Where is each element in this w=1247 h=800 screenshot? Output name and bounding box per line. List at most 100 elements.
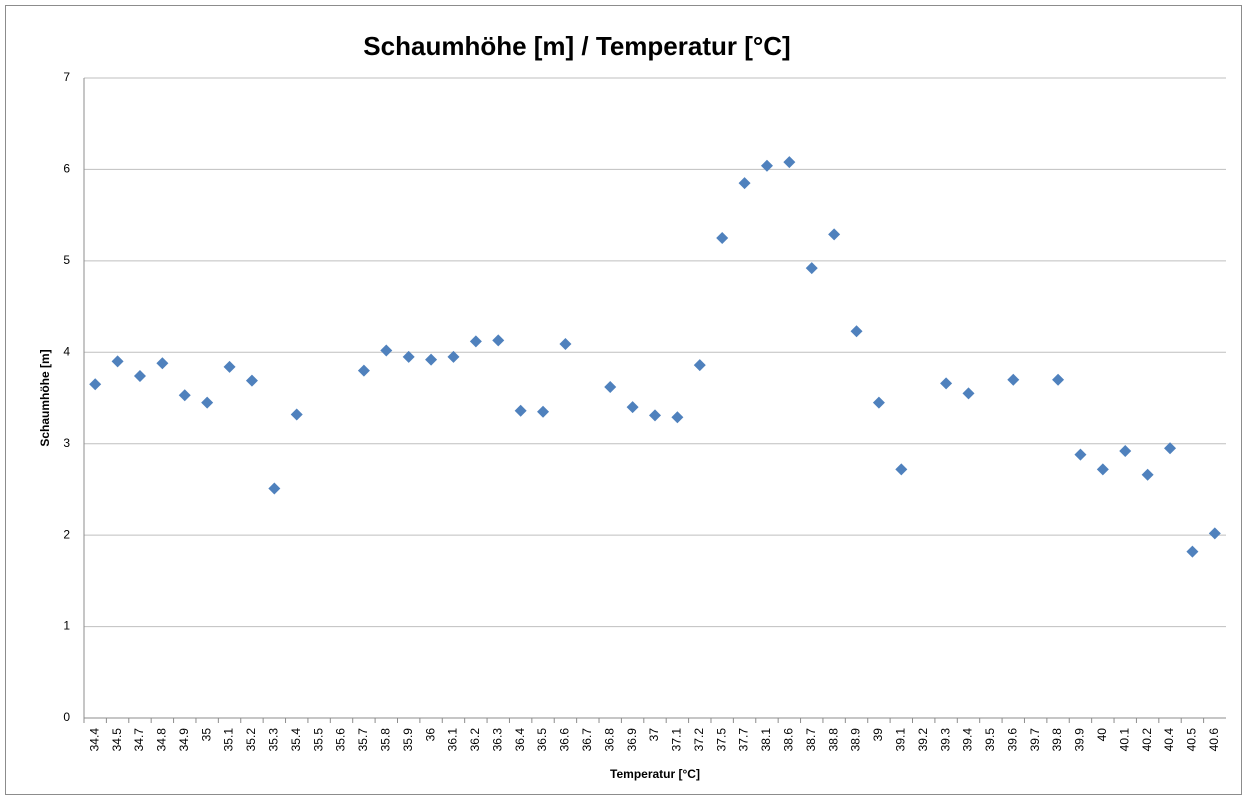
x-tick-label: 39.2 bbox=[916, 728, 930, 752]
x-tick-label: 40 bbox=[1095, 728, 1109, 742]
y-tick-label: 0 bbox=[63, 710, 70, 724]
data-point bbox=[514, 404, 527, 417]
x-tick-label: 40.1 bbox=[1117, 728, 1131, 752]
data-point bbox=[223, 360, 236, 373]
x-tick-label: 36.8 bbox=[602, 728, 616, 752]
x-tick-label: 39.6 bbox=[1005, 728, 1019, 752]
x-tick-label: 39.1 bbox=[893, 728, 907, 752]
x-tick-label: 37.5 bbox=[714, 728, 728, 752]
data-point bbox=[245, 374, 258, 387]
x-tick-label: 40.2 bbox=[1140, 728, 1154, 752]
x-tick-label: 36.9 bbox=[625, 728, 639, 752]
data-point bbox=[268, 482, 281, 495]
x-tick-label: 40.6 bbox=[1207, 728, 1221, 752]
x-tick-label: 35.5 bbox=[311, 728, 325, 752]
data-point bbox=[1007, 373, 1020, 386]
data-point bbox=[201, 396, 214, 409]
data-point bbox=[649, 409, 661, 422]
x-tick-label: 36.1 bbox=[446, 728, 460, 752]
data-point bbox=[1141, 468, 1154, 481]
data-point bbox=[604, 381, 617, 394]
data-point bbox=[1052, 373, 1065, 386]
data-point bbox=[156, 357, 169, 370]
x-tick-label: 35.3 bbox=[267, 728, 281, 752]
data-point bbox=[895, 463, 908, 476]
x-tick-label: 35.1 bbox=[222, 728, 236, 752]
x-tick-label: 38.6 bbox=[782, 728, 796, 752]
x-tick-label: 36 bbox=[423, 728, 437, 742]
data-point bbox=[738, 177, 751, 190]
x-tick-label: 36.7 bbox=[580, 728, 594, 752]
y-tick-label: 6 bbox=[63, 162, 70, 176]
data-point bbox=[1074, 448, 1087, 461]
data-point bbox=[1208, 527, 1221, 540]
x-tick-label: 35.8 bbox=[378, 728, 392, 752]
x-tick-label: 38.7 bbox=[804, 728, 818, 752]
data-point bbox=[805, 262, 818, 275]
chart-title: Schaumhöhe [m] / Temperatur [°C] bbox=[363, 31, 790, 61]
data-point bbox=[447, 350, 460, 363]
data-point bbox=[290, 408, 303, 421]
y-tick-label: 1 bbox=[63, 619, 70, 633]
x-tick-label: 35.6 bbox=[334, 728, 348, 752]
data-point bbox=[1119, 445, 1132, 458]
x-tick-label: 34.8 bbox=[155, 728, 169, 752]
x-tick-label: 38.9 bbox=[849, 728, 863, 752]
y-tick-label: 3 bbox=[63, 436, 70, 450]
y-tick-label: 5 bbox=[63, 253, 70, 267]
x-tick-label: 39.4 bbox=[961, 728, 975, 752]
y-tick-label: 7 bbox=[63, 70, 70, 84]
x-tick-label: 37.1 bbox=[670, 728, 684, 752]
x-axis-title: Temperatur [°C] bbox=[610, 767, 700, 781]
x-tick-label: 40.4 bbox=[1162, 728, 1176, 752]
x-tick-label: 36.5 bbox=[535, 728, 549, 752]
x-tick-label: 36.2 bbox=[468, 728, 482, 752]
data-point bbox=[1186, 545, 1199, 558]
data-point bbox=[133, 370, 146, 383]
data-point bbox=[671, 411, 684, 424]
x-tick-label: 36.4 bbox=[513, 728, 527, 752]
x-tick-label: 39 bbox=[871, 728, 885, 742]
data-point bbox=[626, 401, 639, 414]
data-point bbox=[89, 378, 102, 391]
x-tick-label: 39.3 bbox=[938, 728, 952, 752]
y-tick-label: 2 bbox=[63, 527, 70, 541]
x-tick-label: 35.9 bbox=[401, 728, 415, 752]
x-tick-label: 39.5 bbox=[983, 728, 997, 752]
x-tick-label: 37 bbox=[647, 728, 661, 742]
x-tick-label: 35 bbox=[199, 728, 213, 742]
x-tick-label: 39.7 bbox=[1028, 728, 1042, 752]
data-point bbox=[559, 338, 572, 351]
x-tick-label: 36.3 bbox=[490, 728, 504, 752]
data-point bbox=[828, 228, 841, 241]
data-point bbox=[537, 405, 550, 418]
x-tick-label: 37.7 bbox=[737, 728, 751, 752]
x-tick-label: 38.8 bbox=[826, 728, 840, 752]
x-tick-label: 34.9 bbox=[177, 728, 191, 752]
y-tick-label: 4 bbox=[63, 344, 70, 358]
y-axis-title: Schaumhöhe [m] bbox=[38, 349, 52, 446]
x-tick-label: 34.5 bbox=[110, 728, 124, 752]
x-tick-label: 38.1 bbox=[759, 728, 773, 752]
data-point bbox=[178, 389, 191, 402]
data-point bbox=[357, 364, 370, 377]
data-point bbox=[111, 355, 124, 368]
data-point bbox=[872, 396, 885, 409]
x-tick-label: 34.7 bbox=[132, 728, 146, 752]
x-tick-label: 34.4 bbox=[87, 728, 101, 752]
x-tick-label: 35.4 bbox=[289, 728, 303, 752]
data-point bbox=[760, 159, 773, 172]
data-point bbox=[492, 334, 505, 347]
data-point bbox=[962, 387, 975, 400]
data-point bbox=[402, 350, 415, 363]
data-point bbox=[693, 359, 706, 372]
data-point bbox=[469, 335, 482, 348]
x-tick-label: 40.5 bbox=[1185, 728, 1199, 752]
data-point bbox=[380, 344, 393, 357]
x-tick-label: 37.2 bbox=[692, 728, 706, 752]
x-tick-label: 39.9 bbox=[1073, 728, 1087, 752]
x-tick-label: 35.2 bbox=[244, 728, 258, 752]
x-tick-label: 35.7 bbox=[356, 728, 370, 752]
data-point bbox=[1096, 463, 1109, 476]
